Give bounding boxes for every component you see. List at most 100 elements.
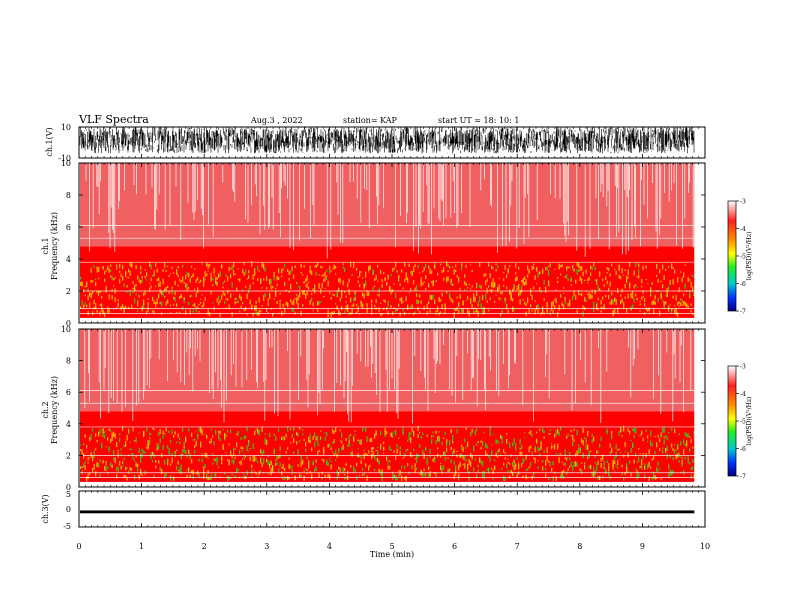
spec-activity [384, 434, 386, 438]
spec-activity [204, 433, 206, 436]
spec-activity [539, 447, 541, 452]
spec-activity [470, 298, 472, 304]
spec-activity [483, 307, 485, 313]
spec-activity [693, 430, 695, 437]
spec-activity [128, 307, 130, 310]
spec-activity [326, 269, 328, 272]
spec-activity [197, 306, 199, 309]
spec-activity [264, 441, 266, 445]
spec-activity [602, 475, 604, 479]
spec-activity [186, 271, 188, 276]
spec-activity [390, 432, 392, 437]
spec-activity [642, 295, 644, 298]
spec-activity [650, 292, 652, 296]
spec-activity [429, 309, 431, 313]
spec-activity [381, 469, 383, 475]
spec-activity [246, 426, 248, 432]
spec-activity [165, 427, 167, 432]
spec-activity [290, 442, 292, 444]
spec-activity [522, 298, 524, 301]
spec-activity [168, 448, 170, 453]
spec-activity [521, 285, 523, 290]
spec-activity [362, 277, 364, 279]
spec-activity [629, 262, 631, 267]
spec-activity [665, 448, 667, 453]
spec-activity [528, 466, 530, 469]
spec-activity [191, 276, 193, 279]
spec-activity [690, 438, 692, 443]
colorbar-tick-label: -7 [740, 309, 746, 316]
spec-activity [299, 292, 301, 298]
spec-ytick-label: 8 [66, 357, 71, 366]
spec-activity [689, 279, 691, 281]
spec-activity [167, 445, 169, 449]
spec-activity [183, 297, 185, 300]
spec-activity [600, 463, 602, 469]
spec-activity [650, 295, 652, 297]
spec-activity [320, 301, 322, 303]
spec-activity [80, 306, 82, 309]
spec-activity [405, 296, 407, 302]
spec-activity [282, 313, 284, 315]
spec-activity [171, 457, 173, 463]
spec-activity [524, 459, 526, 462]
ch2-colorbar [727, 365, 737, 477]
spec-activity [315, 264, 317, 268]
spec-activity [494, 282, 496, 287]
spec-activity [368, 450, 370, 453]
spec-activity [185, 275, 187, 280]
spec-activity [527, 265, 529, 271]
spec-activity [134, 298, 136, 304]
spec-activity [218, 273, 220, 278]
spec-activity [620, 300, 622, 305]
spec-activity [276, 455, 278, 459]
spec-activity [251, 469, 253, 475]
spec-activity [191, 294, 193, 297]
spec-activity [120, 306, 122, 309]
spec-activity [401, 471, 403, 473]
spec-activity [401, 475, 403, 481]
spec-activity [498, 277, 500, 280]
spec-activity [533, 263, 535, 266]
spec-activity [485, 443, 487, 449]
spec-activity [606, 271, 608, 274]
spec-activity [84, 461, 86, 464]
spec-activity [353, 298, 355, 302]
spec-activity [297, 464, 299, 467]
spec-activity [596, 304, 598, 310]
spec-activity [414, 287, 416, 291]
spec-activity [473, 298, 475, 303]
spec-activity [416, 299, 418, 305]
spec-activity [531, 434, 533, 438]
spec-activity [98, 266, 100, 273]
spec-activity [399, 451, 401, 456]
spec-activity [536, 305, 538, 310]
spec-activity [201, 304, 203, 308]
spec-activity [432, 458, 434, 462]
spec-activity [170, 474, 172, 481]
spec-activity [204, 278, 206, 281]
spec-activity [528, 271, 530, 274]
spec-activity [597, 450, 599, 454]
spec-activity [645, 429, 647, 432]
spec-activity [464, 274, 466, 278]
spec-activity [401, 297, 403, 301]
spec-activity [297, 285, 299, 288]
spec-activity [279, 454, 281, 458]
spec-activity [240, 460, 242, 466]
spec-activity [410, 432, 412, 435]
spec-activity [489, 297, 491, 300]
spec-activity [378, 460, 380, 464]
spec-activity [366, 436, 368, 442]
spec-activity [138, 280, 140, 283]
spec-activity [600, 310, 602, 313]
spec-activity [135, 293, 137, 296]
spec-activity [348, 289, 350, 295]
spec-activity [587, 431, 589, 437]
spec-activity [434, 262, 436, 268]
spec-activity [273, 298, 275, 300]
spec-activity [593, 262, 595, 267]
spec-activity [180, 469, 182, 475]
spec-activity [638, 274, 640, 279]
spec-activity [531, 309, 533, 312]
